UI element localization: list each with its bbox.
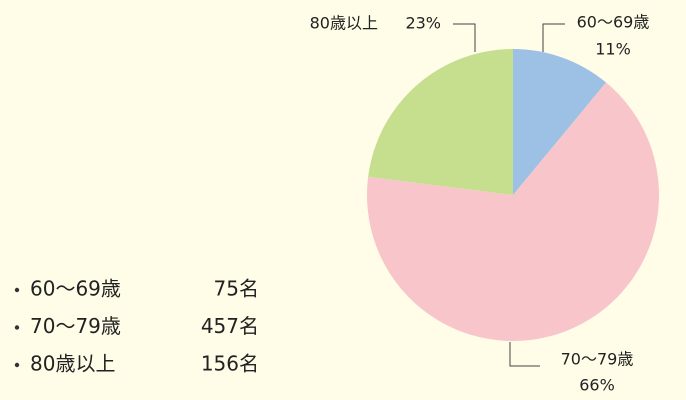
list-count: 75名	[214, 277, 259, 301]
slice-value-label: 66%	[579, 376, 615, 395]
slice-label: 60〜69歳	[577, 13, 650, 32]
pie-slice	[513, 49, 607, 195]
slice-label: 70〜79歳	[561, 350, 634, 369]
leader-line	[542, 23, 565, 52]
leader-line	[453, 23, 476, 52]
slice-value-label: 23%	[405, 14, 441, 33]
leader-line	[509, 342, 540, 367]
list-name: 80歳以上	[30, 352, 115, 376]
list-count: 457名	[201, 314, 259, 338]
bullet	[14, 362, 20, 368]
pie-slice	[368, 49, 513, 195]
pie-slice	[366, 82, 659, 341]
slice-label: 80歳以上	[310, 14, 378, 33]
list-name: 60〜69歳	[30, 277, 121, 301]
list-name: 70〜79歳	[30, 314, 121, 338]
bullet	[14, 287, 20, 293]
slice-value-label: 11%	[595, 40, 631, 59]
bullet	[14, 325, 20, 330]
list-count: 156名	[201, 352, 259, 376]
